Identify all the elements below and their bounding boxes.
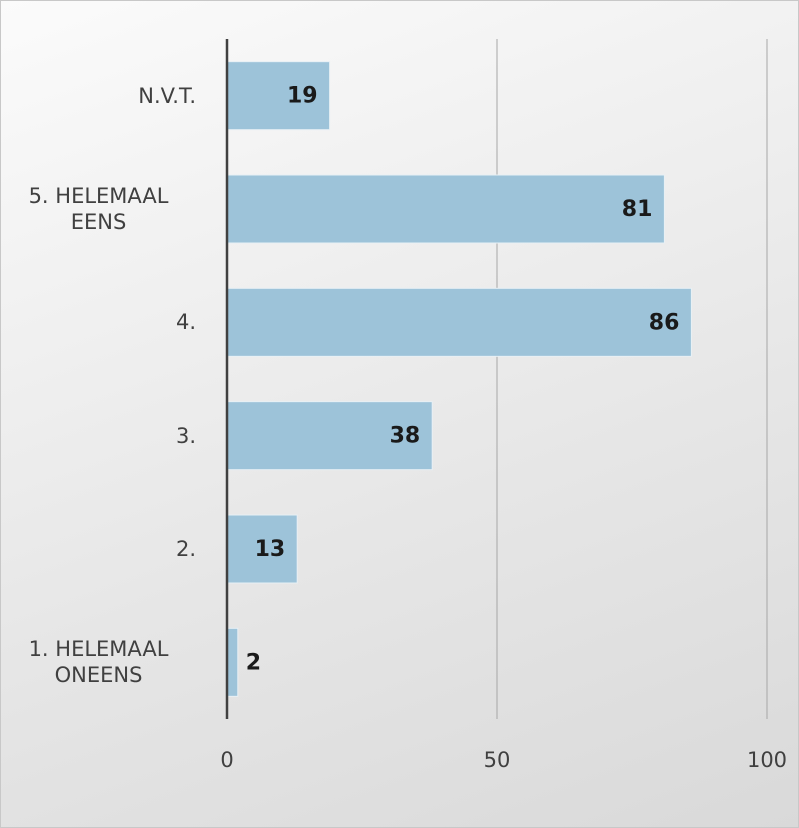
y-tick-label: N.V.T. [138, 83, 196, 108]
value-label: 19 [287, 84, 318, 109]
x-tick-label: 50 [484, 748, 511, 772]
x-tick-label: 100 [747, 748, 787, 772]
value-label: 2 [246, 650, 261, 675]
bar [226, 174, 665, 244]
x-tick-label: 0 [220, 748, 233, 772]
category-label-box: 4. [176, 282, 196, 362]
category-label-box: 1. HELEMAAL ONEENS [1, 622, 196, 702]
category-label-box: 5. HELEMAAL EENS [1, 169, 196, 249]
bar [226, 287, 692, 357]
bar [226, 627, 239, 697]
y-tick-label: 1. HELEMAAL ONEENS [28, 637, 169, 688]
y-tick-label: 2. [175, 536, 196, 561]
value-label: 13 [255, 537, 286, 562]
y-tick-label: 5. HELEMAAL EENS [28, 183, 169, 234]
value-label: 81 [622, 197, 653, 222]
category-label-box: 3. [176, 396, 196, 476]
y-tick-label: 4. [175, 310, 196, 335]
category-label-box: N.V.T. [138, 56, 196, 136]
bar [226, 401, 433, 471]
value-label: 86 [649, 310, 680, 335]
y-tick-label: 3. [175, 423, 196, 448]
value-label: 38 [390, 424, 421, 449]
category-label-box: 2. [176, 509, 196, 589]
